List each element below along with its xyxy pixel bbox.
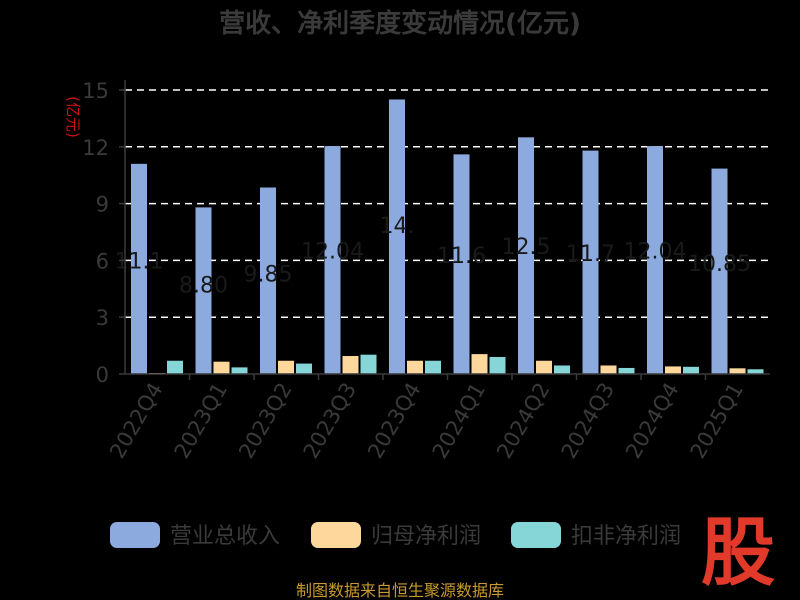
source-note: 制图数据来自恒生聚源数据库 — [296, 581, 504, 600]
legend-label-2: 扣非净利润 — [571, 524, 681, 549]
bar-2-2024Q3 — [618, 367, 635, 374]
x-tick-label-2023Q1: 2023Q1 — [170, 379, 232, 463]
x-tick-label-2024Q3: 2024Q3 — [557, 379, 619, 463]
x-tick-label-2022Q4: 2022Q4 — [105, 379, 167, 463]
bar-1-2024Q2 — [536, 360, 552, 374]
bar-2-2024Q4 — [683, 366, 699, 374]
bar-1-2024Q3 — [600, 365, 617, 374]
bar-1-2023Q1 — [213, 361, 230, 374]
bar-2-2025Q1 — [747, 369, 764, 374]
y-tick-label-1: 3 — [96, 306, 109, 330]
bar-0-2024Q2 — [518, 137, 534, 374]
bar-0-2024Q4 — [647, 146, 663, 374]
data-label-2023Q2: 9.85 — [244, 262, 293, 287]
bar-0-2023Q2 — [260, 187, 276, 374]
bar-0-2022Q4 — [131, 163, 147, 374]
x-tick-label-2023Q2: 2023Q2 — [234, 379, 296, 463]
x-tick-label-2023Q4: 2023Q4 — [363, 379, 425, 463]
bar-0-2024Q1 — [453, 154, 470, 374]
data-label-2024Q2: 12.5 — [502, 235, 551, 260]
data-label-2023Q3: 12.04 — [301, 240, 364, 265]
legend-swatch-2 — [511, 522, 561, 548]
data-label-2024Q3: 11.7 — [566, 242, 615, 267]
bar-1-2023Q3 — [342, 356, 359, 374]
x-tick-label-2023Q3: 2023Q3 — [299, 379, 361, 463]
bar-2-2024Q2 — [554, 365, 570, 374]
bar-1-2023Q2 — [278, 360, 294, 374]
x-tick-label-2024Q2: 2024Q2 — [492, 379, 554, 463]
legend-label-0: 营业总收入 — [170, 524, 280, 549]
x-tick-label-2024Q1: 2024Q1 — [428, 379, 490, 463]
bar-2-2023Q3 — [360, 354, 377, 374]
data-label-2022Q4: 11.1 — [115, 249, 164, 274]
y-tick-label-5: 15 — [82, 79, 109, 103]
legend: 营业总收入 归母净利润 扣非净利润 — [110, 522, 681, 549]
data-label-2023Q1: 8.80 — [179, 273, 228, 298]
bar-0-2024Q3 — [582, 150, 599, 374]
data-label-2025Q1: 10.85 — [688, 252, 751, 277]
data-label-2023Q4: 14. — [380, 214, 415, 239]
x-tick-label-2025Q1: 2025Q1 — [686, 379, 748, 463]
y-tick-label-3: 9 — [96, 193, 109, 217]
bar-2-2024Q1 — [489, 356, 506, 374]
bar-1-2024Q4 — [665, 366, 681, 374]
bar-2-2023Q2 — [296, 363, 312, 374]
y-tick-label-4: 12 — [82, 136, 109, 160]
legend-swatch-0 — [110, 522, 160, 548]
bar-0-2023Q1 — [195, 207, 212, 374]
logo-mark: 股 — [701, 510, 775, 596]
bar-1-2024Q1 — [471, 354, 488, 374]
data-label-2024Q4: 12.04 — [624, 240, 687, 265]
bar-1-2023Q4 — [407, 360, 423, 374]
data-label-2024Q1: 11.6 — [437, 244, 486, 269]
bar-1-2025Q1 — [729, 368, 746, 374]
legend-swatch-1 — [311, 522, 361, 548]
y-tick-label-0: 0 — [96, 363, 109, 387]
bar-2-2023Q1 — [231, 367, 248, 374]
bar-0-2023Q3 — [324, 146, 341, 374]
bar-0-2023Q4 — [389, 99, 405, 374]
legend-label-1: 归母净利润 — [371, 524, 481, 549]
y-tick-label-2: 6 — [96, 249, 109, 273]
y-axis-unit: (亿元) — [64, 96, 82, 138]
chart-title: 营收、净利季度变动情况(亿元) — [219, 8, 581, 39]
bars — [131, 99, 764, 374]
bar-2-2023Q4 — [425, 360, 441, 374]
bar-2-2022Q4 — [167, 360, 183, 374]
x-tick-label-2024Q4: 2024Q4 — [621, 379, 683, 463]
bar-0-2025Q1 — [711, 168, 728, 374]
